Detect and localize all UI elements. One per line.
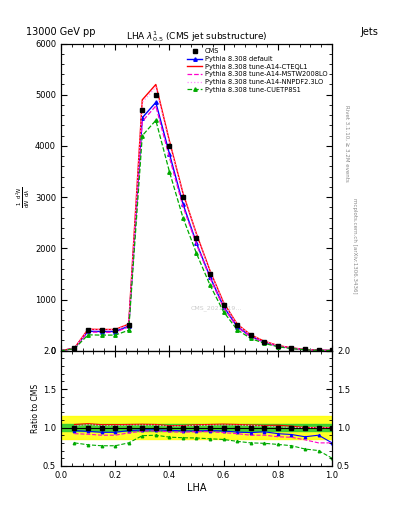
Text: Rivet 3.1.10, ≥ 3.2M events: Rivet 3.1.10, ≥ 3.2M events xyxy=(344,105,349,182)
Legend: CMS, Pythia 8.308 default, Pythia 8.308 tune-A14-CTEQL1, Pythia 8.308 tune-A14-M: CMS, Pythia 8.308 default, Pythia 8.308 … xyxy=(186,47,329,94)
Y-axis label: Ratio to CMS: Ratio to CMS xyxy=(31,384,40,433)
Title: LHA $\lambda^{1}_{0.5}$ (CMS jet substructure): LHA $\lambda^{1}_{0.5}$ (CMS jet substru… xyxy=(126,29,267,44)
Text: CMS_2021_I19...: CMS_2021_I19... xyxy=(191,305,242,311)
Bar xyxy=(61,424,332,431)
Y-axis label: $\frac{1}{\mathrm{d}N}\,\frac{\mathrm{d}^2N}{\mathrm{d}\lambda}$: $\frac{1}{\mathrm{d}N}\,\frac{\mathrm{d}… xyxy=(15,186,32,208)
Bar xyxy=(61,416,332,439)
Text: Jets: Jets xyxy=(360,27,378,37)
Text: 13000 GeV pp: 13000 GeV pp xyxy=(26,27,95,37)
Text: mcplots.cern.ch [arXiv:1306.3436]: mcplots.cern.ch [arXiv:1306.3436] xyxy=(352,198,357,293)
X-axis label: LHA: LHA xyxy=(187,482,206,493)
